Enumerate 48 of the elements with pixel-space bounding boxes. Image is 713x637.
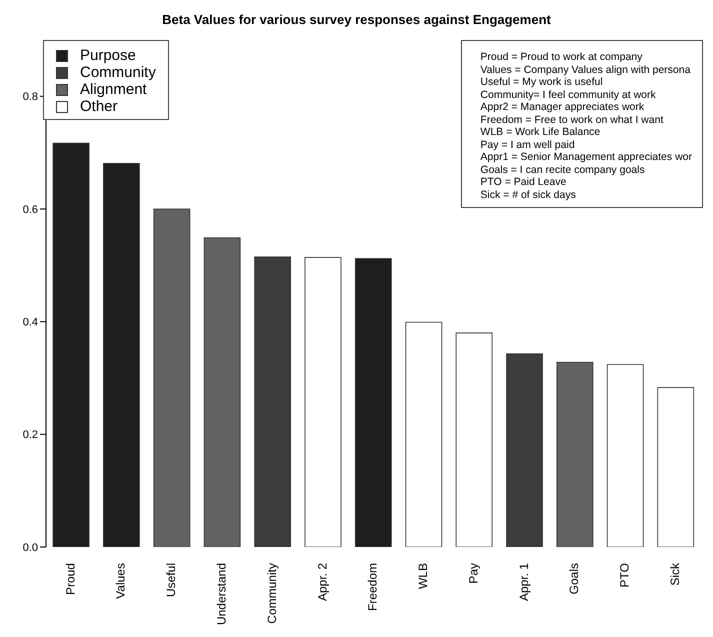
annotation: Values = Company Values align with persona — [480, 64, 692, 76]
y-tick-label: 0.8 — [22, 91, 38, 104]
x-tick-label: Values — [114, 563, 128, 599]
bar — [153, 208, 190, 547]
annotation: Useful = My work is useful — [480, 76, 604, 88]
bar — [354, 258, 392, 547]
x-tick-label: Useful — [164, 563, 178, 598]
bar — [52, 142, 90, 547]
x-tick-label: Pay — [466, 563, 480, 584]
chart-title: Beta Values for various survey responses against Engagement — [161, 12, 552, 27]
x-tick-label: Community — [264, 563, 279, 624]
y-tick-label: 0.6 — [22, 204, 38, 216]
annotation: Community= I feel community at work — [480, 88, 657, 101]
y-tick-label: 0.0 — [22, 542, 38, 554]
annotation: Appr2 = Manager appreciates work — [480, 101, 646, 114]
x-tick-label: PTO — [618, 563, 632, 588]
bar — [456, 332, 493, 547]
bar — [103, 162, 140, 547]
annotation: Goals = I can recite company goals — [480, 164, 646, 176]
annotation: WLB = Work Life Balance — [480, 126, 602, 138]
bar — [254, 256, 291, 547]
x-tick-label: Goals — [567, 563, 582, 594]
x-tick-label: Proud — [63, 563, 78, 596]
annotation: Pay = I am well paid — [480, 138, 576, 151]
bar — [657, 387, 694, 547]
x-tick-label: WLB — [416, 563, 430, 590]
x-tick-label: Sick — [668, 562, 682, 586]
x-tick-label: Appr. 1 — [516, 562, 531, 602]
bar — [606, 364, 644, 547]
annotation: Freedom = Free to work on what I want — [480, 114, 664, 126]
legend-label: Alignment — [80, 81, 147, 98]
annotation: Sick = # of sick days — [480, 188, 577, 201]
y-tick-label: 0.4 — [22, 316, 38, 329]
legend-label: Community — [80, 64, 156, 81]
x-tick-label: Freedom — [366, 563, 380, 612]
bar — [304, 257, 342, 547]
annotation: PTO = Paid Leave — [480, 176, 568, 188]
x-tick-label: Understand — [214, 563, 229, 626]
legend-label: Purpose — [80, 47, 136, 64]
annotation: Appr1 = Senior Management appreciates wor — [480, 151, 692, 164]
annotation: Proud = Proud to work at company — [480, 51, 644, 64]
bar — [506, 353, 543, 547]
x-tick-label: Appr. 2 — [315, 562, 330, 602]
bar — [204, 237, 241, 547]
legend-label: Other — [80, 98, 118, 115]
y-tick-label: 0.2 — [22, 429, 38, 442]
bar — [556, 362, 594, 547]
bar — [405, 322, 442, 547]
